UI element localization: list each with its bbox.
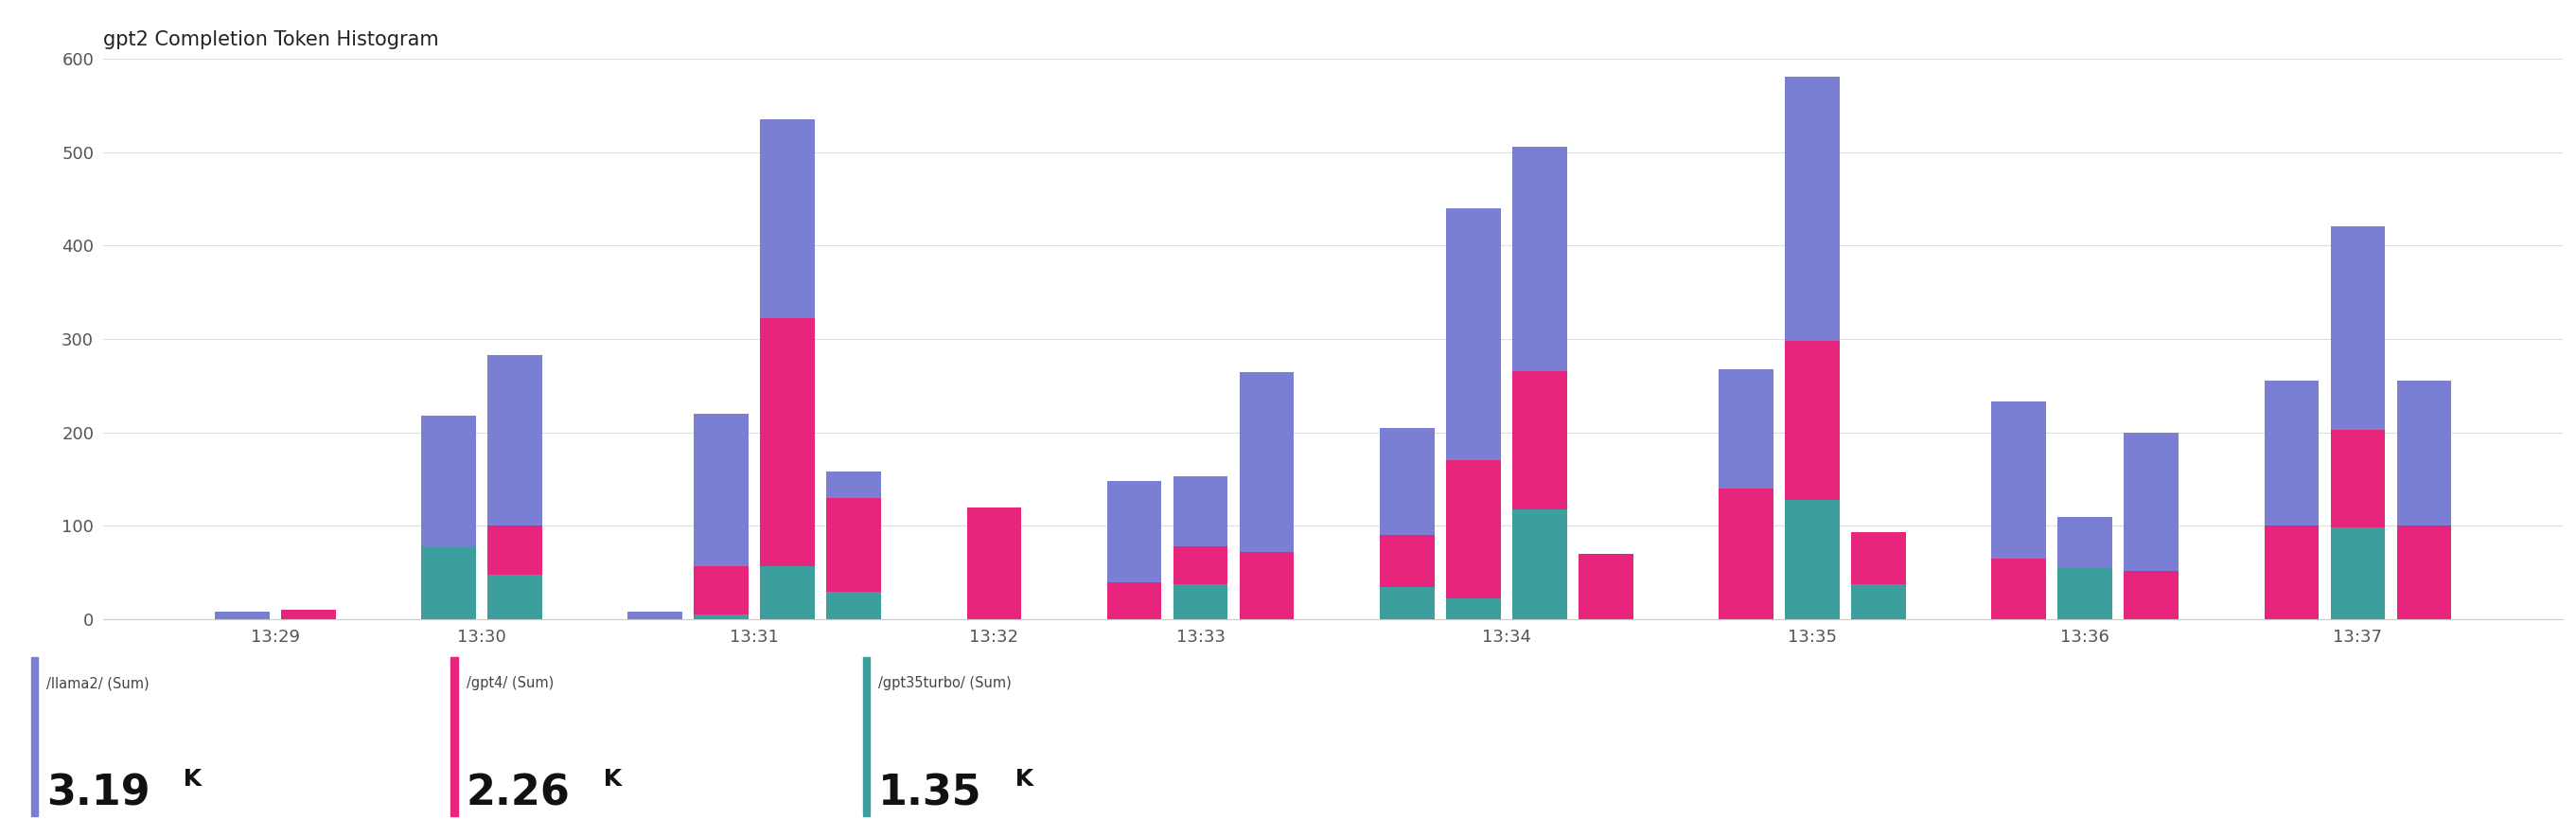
Bar [1852, 532, 1906, 584]
Bar [2331, 528, 2385, 619]
Bar [966, 507, 1020, 619]
Bar [693, 614, 750, 619]
Bar [2331, 429, 2385, 528]
Bar [760, 566, 814, 619]
Bar [422, 416, 477, 547]
Bar [2058, 568, 2112, 619]
Bar [629, 612, 683, 619]
Bar [1512, 146, 1566, 371]
Bar [1445, 598, 1502, 619]
Bar [827, 591, 881, 619]
Bar [1512, 371, 1566, 509]
Bar [827, 472, 881, 498]
Bar [1381, 536, 1435, 587]
Bar [1172, 476, 1229, 547]
Bar [1239, 552, 1293, 619]
Bar [1991, 558, 2045, 619]
Text: K: K [595, 768, 621, 791]
Bar [2396, 526, 2452, 619]
Bar [1381, 587, 1435, 619]
Text: /gpt4/ (Sum): /gpt4/ (Sum) [466, 676, 554, 691]
Bar [281, 610, 335, 619]
Text: K: K [1007, 768, 1033, 791]
Text: 3.19: 3.19 [46, 773, 149, 814]
Bar [1718, 369, 1772, 489]
Bar [487, 526, 541, 574]
Bar [1785, 76, 1839, 341]
Text: 2.26: 2.26 [466, 773, 569, 814]
Bar [693, 413, 750, 566]
Bar [1108, 481, 1162, 582]
Text: 1.35: 1.35 [878, 773, 981, 814]
Bar [1852, 584, 1906, 619]
Bar [2125, 571, 2179, 619]
Bar [1108, 582, 1162, 619]
Text: gpt2 Completion Token Histogram: gpt2 Completion Token Histogram [103, 30, 438, 49]
Bar [1718, 489, 1772, 619]
Bar [1579, 554, 1633, 619]
Bar [2058, 516, 2112, 568]
Bar [1785, 341, 1839, 500]
Bar [214, 612, 270, 619]
Bar [693, 566, 750, 614]
Bar [1445, 460, 1502, 598]
Bar [2125, 433, 2179, 571]
Bar [1445, 208, 1502, 460]
Bar [2331, 226, 2385, 429]
Bar [2264, 526, 2318, 619]
Bar [1172, 584, 1229, 619]
Bar [1239, 372, 1293, 552]
Bar [760, 318, 814, 566]
Bar [1512, 509, 1566, 619]
Bar [422, 547, 477, 619]
Text: K: K [175, 768, 201, 791]
Bar [1381, 428, 1435, 536]
Bar [827, 498, 881, 591]
Bar [487, 355, 541, 526]
Bar [2264, 381, 2318, 526]
Bar [2396, 381, 2452, 526]
Bar [760, 120, 814, 318]
Text: /gpt35turbo/ (Sum): /gpt35turbo/ (Sum) [878, 676, 1012, 691]
Bar [1785, 500, 1839, 619]
Bar [1172, 547, 1229, 584]
Bar [487, 574, 541, 619]
Bar [1991, 402, 2045, 558]
Text: /llama2/ (Sum): /llama2/ (Sum) [46, 676, 149, 691]
